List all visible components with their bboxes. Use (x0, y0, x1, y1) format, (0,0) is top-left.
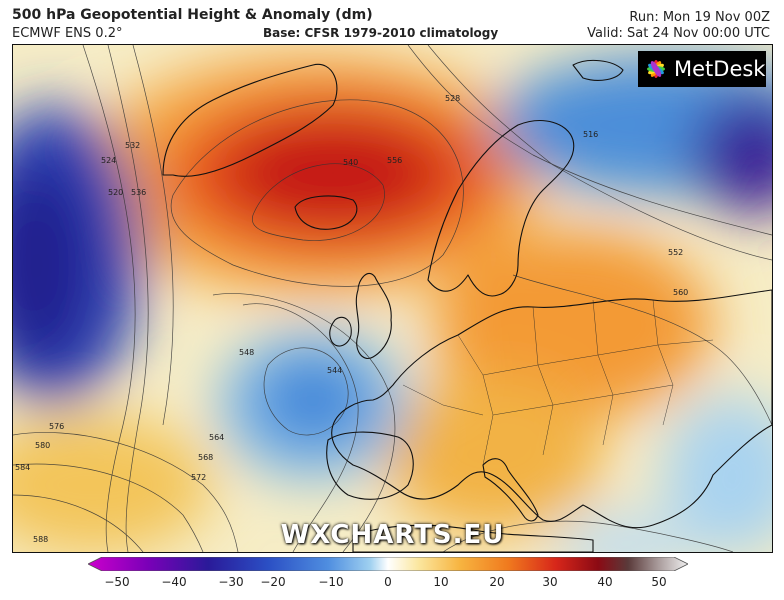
contour-label: 584 (15, 463, 30, 472)
colorbar-tick: 20 (489, 575, 505, 589)
contour-label: 516 (583, 130, 598, 139)
contour-label: 588 (33, 535, 48, 544)
contour-label: 532 (125, 141, 140, 150)
valid-time-label: Valid: Sat 24 Nov 00:00 UTC (587, 26, 770, 41)
contour-label: 572 (191, 473, 206, 482)
metdesk-logo: MetDesk (638, 51, 766, 87)
colorbar-tick: −10 (318, 575, 344, 589)
anomaly-map: 520 524 528 532 536 540 544 548 552 556 … (12, 44, 773, 553)
contour-label: 536 (131, 188, 146, 197)
contour-label: 576 (49, 422, 64, 431)
colorbar-tick: −30 (218, 575, 244, 589)
anomaly-map-canvas: 520 524 528 532 536 540 544 548 552 556 … (13, 45, 772, 552)
model-label: ECMWF ENS 0.2° (12, 26, 123, 41)
map-title: 500 hPa Geopotential Height & Anomaly (d… (12, 7, 373, 23)
run-time-label: Run: Mon 19 Nov 00Z (629, 10, 770, 25)
logo-text: MetDesk (674, 57, 766, 81)
colorbar-tick: 0 (384, 575, 392, 589)
colorbar-tick: 10 (433, 575, 449, 589)
contour-label: 540 (343, 158, 358, 167)
contour-label: 564 (209, 433, 224, 442)
contour-label: 552 (668, 248, 683, 257)
colorbar-tick: 50 (651, 575, 667, 589)
contour-label: 568 (198, 453, 213, 462)
contour-label: 544 (327, 366, 342, 375)
climatology-base-label: Base: CFSR 1979-2010 climatology (263, 26, 499, 40)
colorbar-tick: −50 (104, 575, 130, 589)
colorbar-tick: 40 (597, 575, 613, 589)
colorbar-tick: −40 (161, 575, 187, 589)
metdesk-flower-icon (647, 60, 665, 78)
contour-label: 560 (673, 288, 688, 297)
anomaly-colorbar (88, 557, 688, 571)
colorbar-tick: 30 (542, 575, 558, 589)
contour-label: 528 (445, 94, 460, 103)
watermark: WXCHARTS.EU (280, 520, 505, 550)
contour-label: 548 (239, 348, 254, 357)
contour-label: 556 (387, 156, 402, 165)
colorbar-tick: −20 (260, 575, 286, 589)
contour-label: 520 (108, 188, 123, 197)
contour-label: 524 (101, 156, 116, 165)
contour-label: 580 (35, 441, 50, 450)
